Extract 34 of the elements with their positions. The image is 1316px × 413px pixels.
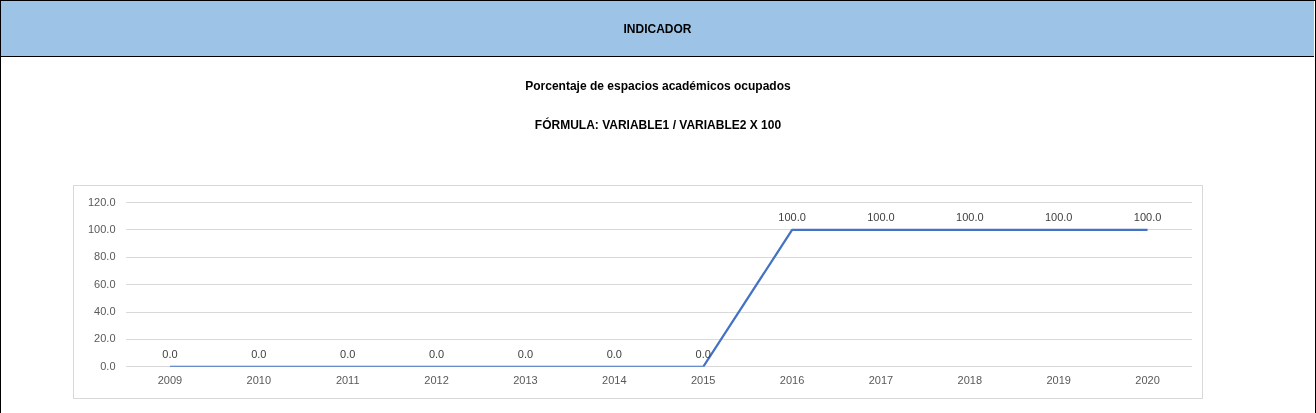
data-label: 0.0 <box>517 348 534 361</box>
x-tick-label: 2019 <box>1046 374 1071 387</box>
data-label: 0.0 <box>251 348 267 361</box>
x-tick-label: 2018 <box>957 374 983 387</box>
x-tick-label: 2020 <box>1135 374 1160 387</box>
data-label: 0.0 <box>162 348 178 361</box>
data-label: 0.0 <box>428 348 445 361</box>
y-tick-label: 40.0 <box>94 305 116 318</box>
x-tick-label: 2017 <box>868 374 894 387</box>
data-label: 100.0 <box>1133 211 1162 224</box>
x-tick-label: 2015 <box>690 374 716 387</box>
x-tick-label: 2011 <box>335 374 360 387</box>
x-tick-label: 2009 <box>157 374 183 387</box>
x-tick-label: 2010 <box>246 374 272 387</box>
chart-title: INDICADOR <box>623 21 692 36</box>
y-tick-label: 120.0 <box>88 195 116 208</box>
data-label: 100.0 <box>1044 211 1073 224</box>
x-tick-label: 2014 <box>602 374 627 387</box>
data-label: 100.0 <box>956 211 984 224</box>
data-label: 0.0 <box>606 348 622 361</box>
data-label: 100.0 <box>778 211 806 224</box>
x-tick-label: 2016 <box>779 374 805 387</box>
y-tick-label: 60.0 <box>94 277 116 290</box>
data-label: 100.0 <box>867 211 895 224</box>
y-tick-label: 80.0 <box>94 250 116 263</box>
y-tick-label: 0.0 <box>100 359 116 372</box>
x-tick-label: 2012 <box>424 374 449 387</box>
chart-subtitle: Porcentaje de espacios académicos ocupados <box>524 79 792 93</box>
x-tick-label: 2013 <box>513 374 538 387</box>
data-label: 0.0 <box>695 348 711 361</box>
data-label: 0.0 <box>340 348 356 361</box>
text: FÓRMULA: VARIABLE1 / VARIABLE2 X 100 <box>533 118 783 132</box>
y-tick-label: 20.0 <box>94 332 116 345</box>
y-tick-label: 100.0 <box>88 223 116 235</box>
